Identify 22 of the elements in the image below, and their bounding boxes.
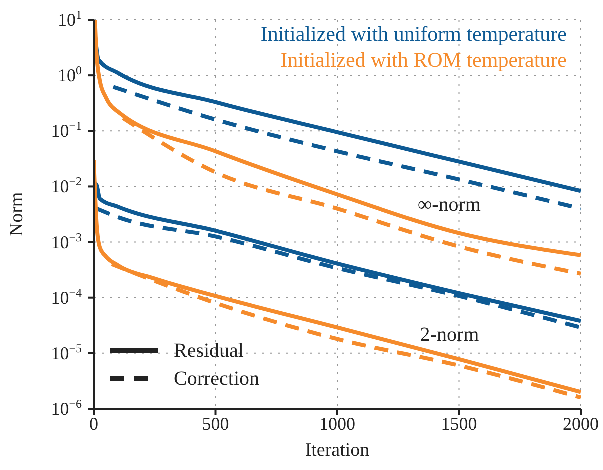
x-tick-label: 1000 xyxy=(320,414,356,434)
y-tick-label: 10$^{−1}$ xyxy=(51,119,82,142)
annotation: 2-norm xyxy=(420,323,480,348)
x-axis-title: Iteration xyxy=(305,440,370,461)
y-tick-label: 10$^{−2}$ xyxy=(51,174,82,197)
y-tick-label: 10$^{0}$ xyxy=(58,64,82,86)
y-axis-title: Norm xyxy=(6,192,28,237)
annotation: Correction xyxy=(174,368,260,390)
annotation: Initialized with uniform temperature xyxy=(260,22,567,46)
y-tick-label: 10$^{−6}$ xyxy=(51,397,82,419)
y-tick-label: 10$^{1}$ xyxy=(58,8,82,30)
annotation: Residual xyxy=(174,340,244,362)
line-series xyxy=(111,85,581,211)
x-tick-label: 500 xyxy=(202,414,230,434)
annotation: ∞-norm xyxy=(418,193,481,218)
x-tick-label: 2000 xyxy=(563,414,599,434)
y-tick-label: 10$^{−3}$ xyxy=(51,230,82,252)
x-tick-label: 0 xyxy=(90,414,98,434)
annotation: Initialized with ROM temperature xyxy=(280,48,567,72)
y-tick-label: 10$^{−5}$ xyxy=(51,341,82,364)
x-tick-label: 1500 xyxy=(441,414,478,434)
y-tick-label: 10$^{−4}$ xyxy=(51,286,82,308)
